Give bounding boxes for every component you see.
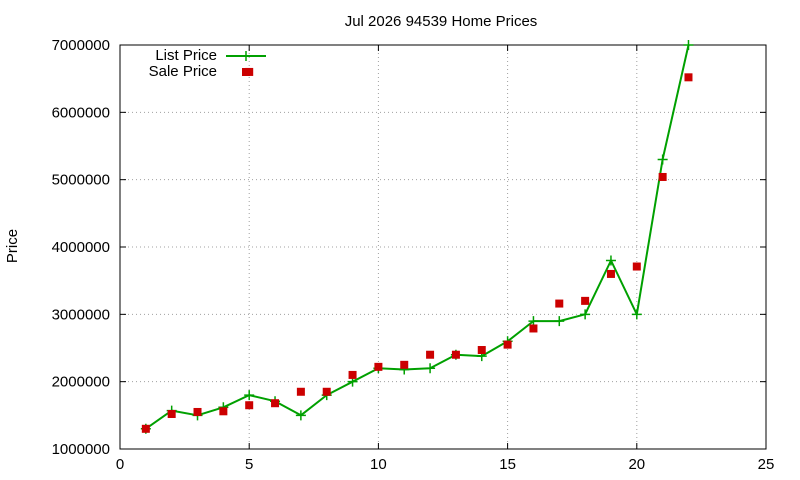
- sale-price-point: [684, 73, 693, 82]
- sale-price-point: [477, 346, 486, 355]
- list-price-point: [580, 309, 591, 320]
- sale-price-point: [426, 350, 435, 359]
- sale-price-point: [271, 399, 280, 408]
- sale-price-point: [374, 362, 383, 371]
- y-tick-label: 7000000: [52, 37, 110, 54]
- x-tick-label: 25: [758, 456, 775, 473]
- list-price-point: [554, 316, 565, 327]
- x-tick-label: 10: [370, 456, 387, 473]
- y-tick-label: 2000000: [52, 374, 110, 391]
- sale-price-point: [141, 424, 150, 433]
- sale-price-point: [581, 296, 590, 305]
- sale-price-point: [193, 407, 202, 416]
- chart-title: Jul 2026 94539 Home Prices: [345, 13, 538, 30]
- sale-price-point: [322, 387, 331, 396]
- y-tick-label: 4000000: [52, 239, 110, 256]
- sale-price-point: [658, 172, 667, 181]
- list-price-point: [657, 154, 668, 165]
- x-tick-label: 15: [499, 456, 516, 473]
- sale-price-point: [296, 387, 305, 396]
- sale-price-point: [503, 340, 512, 349]
- list-price-point: [631, 309, 642, 320]
- list-price-point: [605, 255, 616, 266]
- legend-label-sale-price: Sale Price: [149, 63, 217, 80]
- sale-price-point: [167, 409, 176, 418]
- y-tick-label: 1000000: [52, 441, 110, 458]
- list-price-point: [528, 316, 539, 327]
- sale-price-point: [529, 324, 538, 333]
- sale-price-point: [555, 299, 564, 308]
- sale-price-point: [606, 269, 615, 278]
- sale-price-point: [348, 370, 357, 379]
- list-price-point: [295, 410, 306, 421]
- x-tick-label: 20: [628, 456, 645, 473]
- legend: List Price Sale Price: [149, 47, 266, 80]
- y-tick-label: 5000000: [52, 172, 110, 189]
- series-layer: [140, 40, 694, 434]
- legend-marker-sale-price: [242, 68, 250, 76]
- y-tick-label: 6000000: [52, 104, 110, 121]
- sale-price-point: [632, 262, 641, 271]
- grid-layer: [120, 45, 766, 449]
- list-price-line: [145, 44, 690, 430]
- x-tick-label: 0: [116, 456, 124, 473]
- list-price-point: [425, 363, 436, 374]
- legend-marker-list-price: [241, 51, 251, 61]
- legend-label-list-price: List Price: [155, 47, 217, 64]
- sale-price-point: [400, 360, 409, 369]
- x-tick-label: 5: [245, 456, 253, 473]
- axis-layer: 0 5 10 15 20 25 1000000 2000000 3000000 4000000 50…: [52, 37, 775, 473]
- sale-price-point: [219, 407, 228, 416]
- sale-price-point: [245, 401, 254, 410]
- sale-price-point: [451, 350, 460, 359]
- list-price-point: [683, 40, 694, 50]
- y-axis-label: Price: [4, 229, 21, 263]
- y-tick-label: 3000000: [52, 306, 110, 323]
- list-price-point: [244, 390, 255, 401]
